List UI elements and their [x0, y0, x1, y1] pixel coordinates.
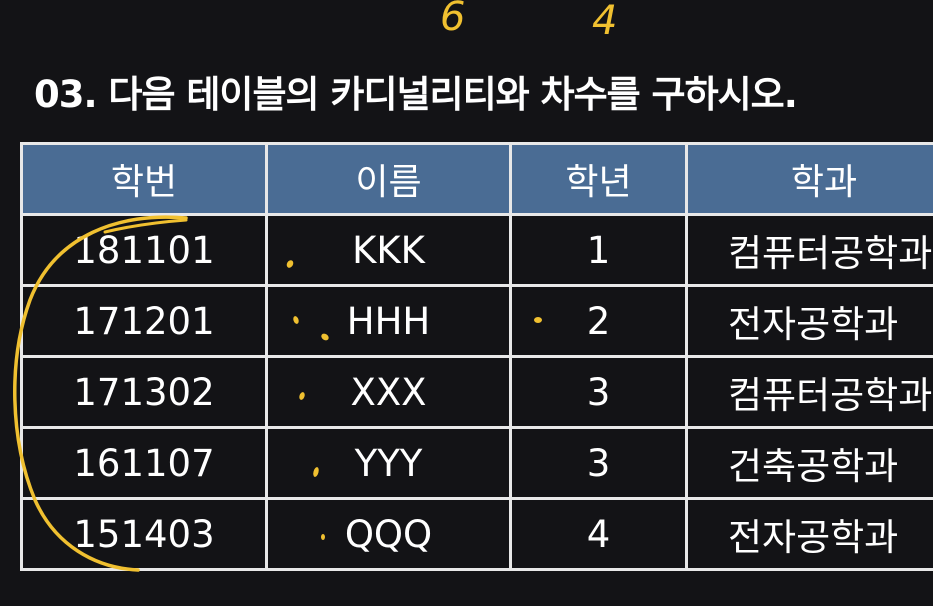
cell-name: XXX [265, 355, 512, 429]
cell-name: KKK [265, 213, 512, 287]
cell-student-id: 151403 [20, 497, 268, 571]
cell-student-id: 171201 [20, 284, 268, 358]
cell-name: HHH [265, 284, 512, 358]
table-row: 161107 YYY 3 건축공학과 [20, 426, 933, 500]
table-row: 181101 KKK 1 컴퓨터공학과 [20, 213, 933, 287]
cell-grade: 4 [509, 497, 688, 571]
student-table: 학번 이름 학년 학과 181101 KKK 1 컴퓨터공학과 171201 H… [20, 142, 933, 571]
table-row: 171302 XXX 3 컴퓨터공학과 [20, 355, 933, 429]
question-title: 03. 다음 테이블의 카디널리티와 차수를 구하시오. [34, 73, 798, 116]
cell-grade: 1 [509, 213, 688, 287]
handwritten-note-6: 6 [440, 0, 466, 40]
cell-department: 전자공학과 [685, 497, 933, 571]
cell-student-id: 161107 [20, 426, 268, 500]
header-grade: 학년 [509, 142, 688, 216]
cell-department: 컴퓨터공학과 [685, 355, 933, 429]
cell-name: YYY [265, 426, 512, 500]
header-student-id: 학번 [20, 142, 268, 216]
table-header-row: 학번 이름 학년 학과 [20, 142, 933, 216]
table-row: 171201 HHH 2 전자공학과 [20, 284, 933, 358]
student-table-container: 학번 이름 학년 학과 181101 KKK 1 컴퓨터공학과 171201 H… [20, 142, 933, 571]
cell-student-id: 171302 [20, 355, 268, 429]
cell-department: 컴퓨터공학과 [685, 213, 933, 287]
cell-grade: 2 [509, 284, 688, 358]
table-row: 151403 QQQ 4 전자공학과 [20, 497, 933, 571]
cell-grade: 3 [509, 355, 688, 429]
cell-department: 전자공학과 [685, 284, 933, 358]
header-name: 이름 [265, 142, 512, 216]
cell-department: 건축공학과 [685, 426, 933, 500]
header-department: 학과 [685, 142, 933, 216]
handwritten-note-4: 4 [592, 0, 618, 44]
cell-student-id: 181101 [20, 213, 268, 287]
cell-name: QQQ [265, 497, 512, 571]
cell-grade: 3 [509, 426, 688, 500]
